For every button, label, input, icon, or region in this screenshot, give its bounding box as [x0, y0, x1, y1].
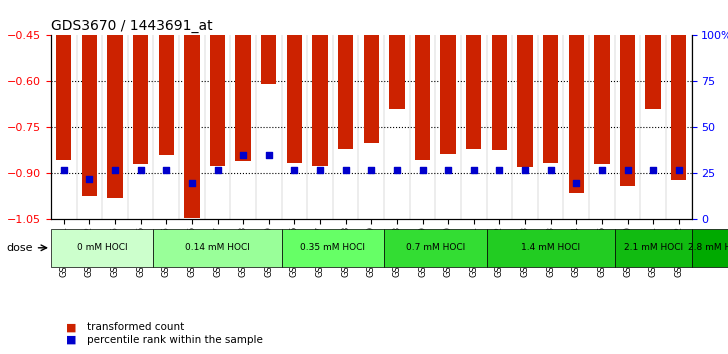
FancyBboxPatch shape	[384, 229, 486, 267]
Text: GDS3670 / 1443691_at: GDS3670 / 1443691_at	[51, 19, 213, 33]
Text: 0.14 mM HOCl: 0.14 mM HOCl	[185, 243, 250, 252]
Point	[288, 167, 300, 173]
Text: 0.35 mM HOCl: 0.35 mM HOCl	[301, 243, 365, 252]
Text: 0.7 mM HOCl: 0.7 mM HOCl	[405, 243, 465, 252]
Point	[135, 167, 146, 173]
Bar	[646, 0, 661, 109]
Point	[416, 167, 428, 173]
Bar	[235, 0, 251, 161]
Point	[84, 176, 95, 182]
Bar	[56, 0, 71, 160]
Point	[212, 167, 223, 173]
Point	[263, 152, 274, 158]
FancyBboxPatch shape	[282, 229, 384, 267]
Bar	[518, 0, 533, 167]
Bar	[338, 0, 353, 149]
Point	[186, 180, 198, 185]
Bar	[261, 0, 277, 85]
Point	[571, 180, 582, 185]
Point	[109, 167, 121, 173]
Point	[468, 167, 480, 173]
Point	[622, 167, 633, 173]
FancyBboxPatch shape	[614, 229, 692, 267]
Point	[596, 167, 608, 173]
Text: ■: ■	[66, 335, 76, 345]
Bar	[440, 0, 456, 154]
Point	[519, 167, 531, 173]
Bar	[415, 0, 430, 160]
Bar	[363, 0, 379, 143]
Bar	[312, 0, 328, 166]
FancyBboxPatch shape	[486, 229, 614, 267]
Bar	[133, 0, 149, 164]
Text: ■: ■	[66, 322, 76, 332]
Text: transformed count: transformed count	[87, 322, 185, 332]
FancyBboxPatch shape	[154, 229, 282, 267]
Bar	[287, 0, 302, 163]
Text: 1.4 mM HOCl: 1.4 mM HOCl	[521, 243, 580, 252]
Point	[314, 167, 326, 173]
Point	[340, 167, 352, 173]
Bar	[594, 0, 609, 164]
Text: 0 mM HOCl: 0 mM HOCl	[77, 243, 127, 252]
Bar	[184, 0, 199, 218]
Bar	[466, 0, 481, 149]
Text: 2.8 mM HOCl: 2.8 mM HOCl	[688, 243, 728, 252]
Bar	[569, 0, 584, 193]
Point	[237, 152, 249, 158]
Bar	[491, 0, 507, 150]
Bar	[620, 0, 636, 186]
FancyBboxPatch shape	[692, 229, 728, 267]
Point	[58, 167, 70, 173]
Bar	[107, 0, 123, 198]
Point	[365, 167, 377, 173]
FancyBboxPatch shape	[51, 229, 154, 267]
Point	[160, 167, 172, 173]
Point	[391, 167, 403, 173]
Text: dose: dose	[7, 243, 33, 253]
Bar	[159, 0, 174, 155]
Bar	[543, 0, 558, 163]
Point	[494, 167, 505, 173]
Point	[673, 167, 684, 173]
Bar	[210, 0, 225, 166]
Text: percentile rank within the sample: percentile rank within the sample	[87, 335, 264, 345]
Bar	[671, 0, 687, 179]
Point	[545, 167, 556, 173]
Point	[647, 167, 659, 173]
Bar	[389, 0, 405, 109]
Bar	[82, 0, 97, 196]
Point	[443, 167, 454, 173]
Text: 2.1 mM HOCl: 2.1 mM HOCl	[624, 243, 683, 252]
